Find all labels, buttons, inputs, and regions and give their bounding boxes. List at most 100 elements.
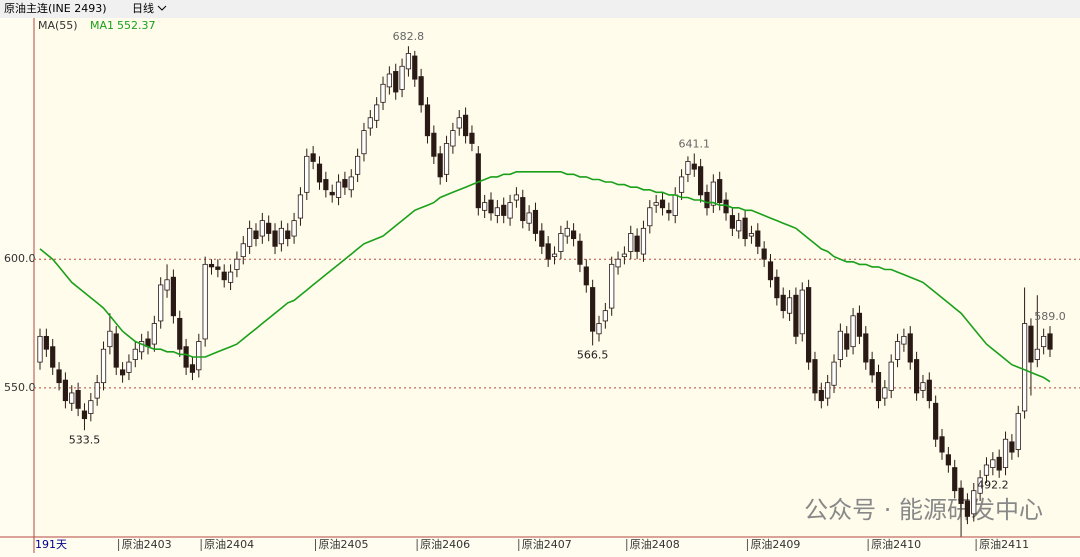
candle-body xyxy=(69,392,75,404)
high-label: 641.1 xyxy=(679,137,711,150)
candle-body xyxy=(926,379,932,402)
candle-body xyxy=(678,176,685,193)
candle-body xyxy=(844,333,850,350)
chart-title: 原油主连(INE 2493) xyxy=(4,1,107,15)
candle-body xyxy=(393,71,399,93)
candle-body xyxy=(983,464,990,476)
candle-body xyxy=(869,359,875,376)
high-label: 589.0 xyxy=(1034,310,1066,323)
candle-body xyxy=(501,204,507,216)
candle-body xyxy=(227,271,234,283)
period-selector[interactable]: 日线 xyxy=(132,1,154,15)
candle-body xyxy=(119,369,126,376)
candle-body xyxy=(240,243,246,258)
candle-body xyxy=(424,104,431,137)
candle-body xyxy=(208,263,215,268)
candle-body xyxy=(952,467,958,492)
candle-body xyxy=(685,161,691,175)
candle-body xyxy=(234,258,240,270)
candle-body xyxy=(189,364,196,373)
candle-body xyxy=(513,194,520,201)
candle-body xyxy=(482,202,488,211)
candle-body xyxy=(88,400,94,414)
legend-name: MA1 xyxy=(90,19,114,32)
candle-body xyxy=(748,233,755,237)
candle-body xyxy=(310,153,316,162)
candle-body xyxy=(945,454,951,466)
candle-body xyxy=(183,346,189,368)
x-tick-label: 原油2403 xyxy=(122,537,172,551)
candle-body xyxy=(786,297,793,314)
candle-body xyxy=(221,271,227,281)
candle-body xyxy=(825,382,831,399)
candle-body xyxy=(596,323,602,335)
candle-body xyxy=(1041,335,1047,348)
x-tick-label: 原油2408 xyxy=(630,537,680,551)
candle-body xyxy=(1015,413,1021,450)
candle-body xyxy=(1034,348,1040,360)
candle-body xyxy=(399,65,405,90)
candle-body xyxy=(335,181,342,198)
x-tick-label: 原油2407 xyxy=(522,537,572,551)
candle-body xyxy=(43,335,49,350)
candle-body xyxy=(920,382,926,391)
candle-body xyxy=(278,227,284,245)
candle-body xyxy=(272,230,278,247)
candle-body xyxy=(437,153,443,178)
candle-body xyxy=(158,284,164,322)
candle-body xyxy=(755,230,761,247)
candle-body xyxy=(323,179,329,191)
candle-body xyxy=(1028,325,1034,363)
x-tick-label: 原油2404 xyxy=(204,537,254,551)
candle-body xyxy=(253,230,259,240)
candle-body xyxy=(139,341,145,353)
candle-body xyxy=(380,83,386,103)
candle-body xyxy=(837,330,843,360)
candle-body xyxy=(831,361,837,386)
candle-body xyxy=(196,341,202,371)
candle-body xyxy=(704,191,710,209)
candle-body xyxy=(647,207,653,227)
candle-body xyxy=(933,402,939,440)
x-tick-label: 原油2410 xyxy=(871,537,921,551)
candle-body xyxy=(126,361,132,373)
candle-body xyxy=(590,287,596,332)
candle-body xyxy=(247,227,253,247)
candle-body xyxy=(761,248,767,260)
candle-body xyxy=(710,181,716,206)
candle-body xyxy=(653,202,659,206)
candle-body xyxy=(494,207,500,216)
candle-body xyxy=(812,359,818,394)
candle-body xyxy=(37,335,43,363)
candle-body xyxy=(405,53,412,70)
candle-body xyxy=(583,266,589,286)
ma-line xyxy=(39,171,1051,383)
candle-body xyxy=(971,490,977,515)
candle-body xyxy=(806,287,812,363)
x-tick-label: 原油2405 xyxy=(318,537,368,551)
dropdown-arrow[interactable] xyxy=(157,5,167,11)
candle-body xyxy=(259,220,265,237)
candle-body xyxy=(304,155,310,193)
candle-body xyxy=(469,132,475,144)
watermark: 公众号 · 能源研发中心 xyxy=(804,496,1043,524)
candle-body xyxy=(94,382,100,399)
candle-body xyxy=(875,371,882,402)
candle-body xyxy=(100,348,107,384)
candle-body xyxy=(75,389,81,409)
candle-body xyxy=(621,253,628,258)
candle-body xyxy=(291,220,297,237)
candle-body xyxy=(850,315,856,348)
candle-body xyxy=(863,333,869,363)
high-label: 682.8 xyxy=(393,30,425,43)
candle-body xyxy=(81,410,88,420)
x-tick-label: 原油2406 xyxy=(420,537,470,551)
candle-body xyxy=(113,333,119,368)
candle-body xyxy=(386,73,392,88)
candle-body xyxy=(691,163,697,170)
candle-body xyxy=(666,209,672,214)
candle-body xyxy=(316,163,323,183)
candle-body xyxy=(1021,323,1028,412)
ma-label: MA(55) xyxy=(38,19,78,32)
